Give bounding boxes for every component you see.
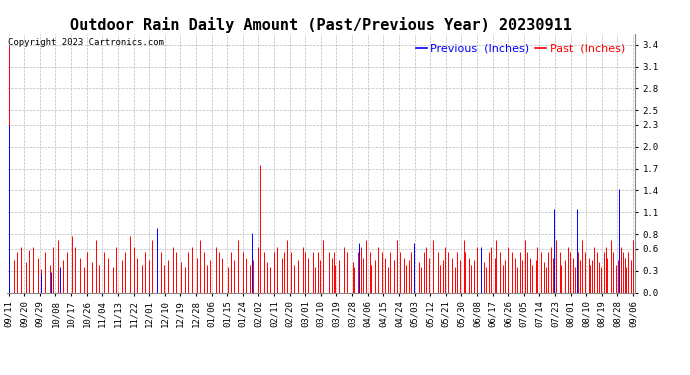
Text: Copyright 2023 Cartronics.com: Copyright 2023 Cartronics.com [8, 38, 164, 46]
Title: Outdoor Rain Daily Amount (Past/Previous Year) 20230911: Outdoor Rain Daily Amount (Past/Previous… [70, 16, 572, 33]
Legend: Previous  (Inches), Past  (Inches): Previous (Inches), Past (Inches) [411, 39, 629, 58]
